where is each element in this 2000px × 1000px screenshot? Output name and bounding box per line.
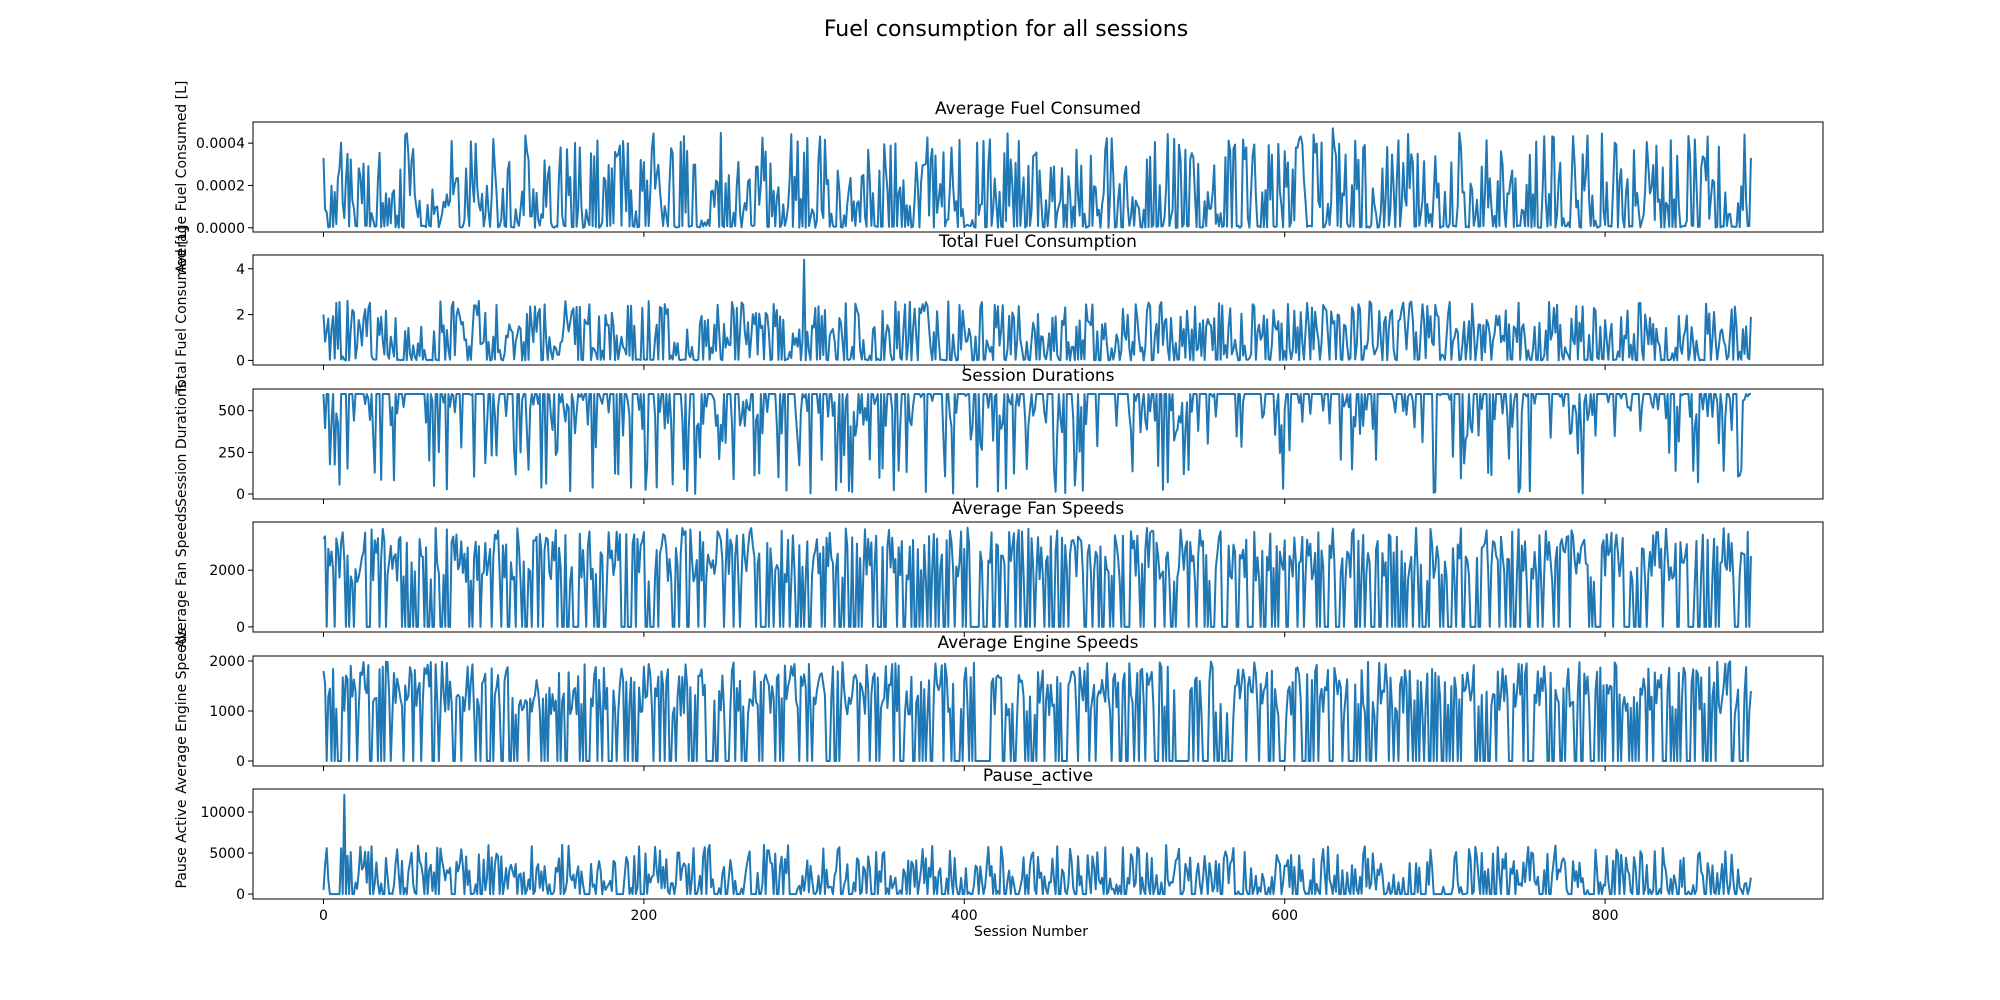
x-tick-label: 0 <box>319 908 328 924</box>
axes-frame <box>252 788 1824 900</box>
subplot-3: Session Durations Session Durations 0 250 50… <box>174 366 1824 507</box>
subplot-title: Total Fuel Consumption <box>938 232 1137 252</box>
y-axis-label: Session Durations <box>174 381 190 507</box>
series-line <box>322 127 1752 229</box>
y-axis-label: Pause Active <box>174 800 190 889</box>
subplot-title: Average Fuel Consumed <box>935 99 1141 119</box>
series-line <box>322 793 1752 896</box>
y-axis-label: Total Fuel Consumed [L] <box>174 226 190 395</box>
subplot-title: Session Durations <box>962 366 1115 386</box>
y-axis-label: Average Fuel Consumed [L] <box>174 81 190 274</box>
y-tick-label: 0 <box>236 620 245 636</box>
y-tick-label: 500 <box>218 404 245 420</box>
series-line <box>322 660 1752 762</box>
subplot-title: Average Fan Speeds <box>952 499 1124 519</box>
y-tick-label: 0 <box>236 887 245 903</box>
y-axis-label: Average Engine Speeds <box>174 628 190 794</box>
subplot-title: Pause_active <box>983 766 1093 786</box>
axes-frame <box>252 121 1824 233</box>
subplot-2: Total Fuel Consumption Total Fuel Consume… <box>174 226 1824 395</box>
y-tick-label: 4 <box>236 262 245 278</box>
series-line <box>322 393 1751 495</box>
axes-frame <box>252 254 1824 366</box>
y-tick-label: 1000 <box>209 704 245 720</box>
x-tick-label: 400 <box>951 908 978 924</box>
subplot-4: Average Fan Speeds Average Fan Speeds 0 200… <box>174 499 1824 648</box>
y-tick-label: 2000 <box>209 563 245 579</box>
y-tick-label: 250 <box>218 445 245 461</box>
subplot-6: Pause_active Pause Active 0 5000 10000 0 200 40… <box>174 766 1824 924</box>
subplot-5: Average Engine Speeds Average Engine Spee… <box>174 628 1824 794</box>
subplot-1: Average Fuel Consumed Average Fuel Consum… <box>174 81 1824 274</box>
subplot-title: Average Engine Speeds <box>937 633 1138 653</box>
y-tick-label: 2 <box>236 308 245 324</box>
y-tick-label: 0.0000 <box>196 221 245 237</box>
x-axis-label: Session Number <box>974 924 1088 940</box>
x-tick-label: 200 <box>631 908 658 924</box>
y-tick-label: 0.0004 <box>196 136 245 152</box>
y-tick-label: 0 <box>236 353 245 369</box>
y-tick-label: 2000 <box>209 654 245 670</box>
y-tick-label: 0 <box>236 754 245 770</box>
series-line <box>322 258 1752 362</box>
axes-frame <box>252 521 1824 633</box>
x-tick-label: 800 <box>1592 908 1619 924</box>
y-tick-label: 0.0002 <box>196 178 245 194</box>
series-line <box>322 526 1752 628</box>
y-tick-label: 0 <box>236 487 245 503</box>
y-axis-label: Average Fan Speeds <box>174 506 190 648</box>
y-tick-label: 5000 <box>209 846 245 862</box>
x-tick-label: 600 <box>1271 908 1298 924</box>
y-tick-label: 10000 <box>200 805 245 821</box>
axes-frame <box>252 388 1824 500</box>
figure-suptitle: Fuel consumption for all sessions <box>824 17 1188 42</box>
